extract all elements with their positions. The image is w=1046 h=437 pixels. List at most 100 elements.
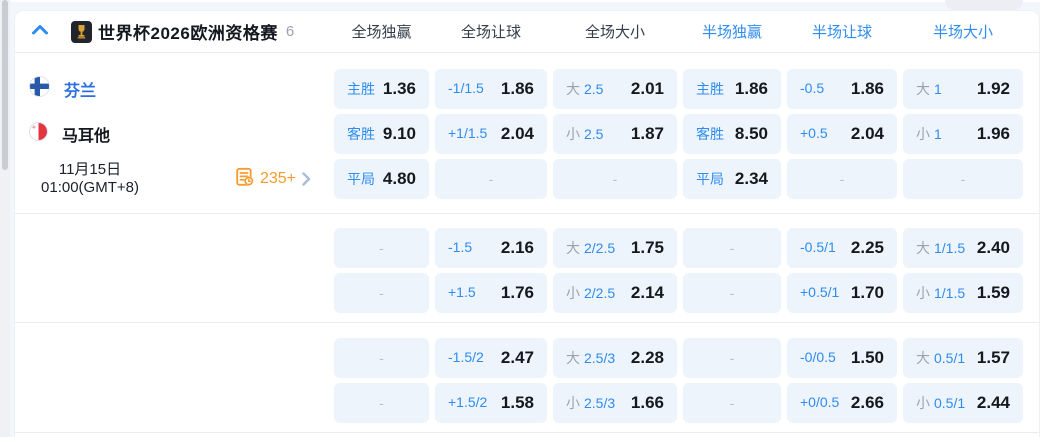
odds-cell-empty: - <box>553 159 677 199</box>
odds-cell[interactable]: 主胜 1.86 <box>683 69 781 109</box>
selection-label: 平局 <box>347 171 375 187</box>
away-team-name: 马耳他 <box>62 128 111 145</box>
chevron-up-icon <box>31 23 49 41</box>
odds-cell-empty: - <box>334 383 429 423</box>
home-team-row[interactable]: 芬兰 <box>15 69 334 109</box>
line-value: 1 <box>934 126 942 142</box>
odds-cell[interactable]: 大 2.5/3 2.28 <box>553 338 677 378</box>
odds-cell-empty: - <box>334 338 429 378</box>
odds-cell[interactable]: 小 2.5 1.87 <box>553 114 677 154</box>
odds-cell[interactable]: 小 1/1.5 1.59 <box>903 273 1023 313</box>
odds-cell[interactable]: 小 0.5/1 2.44 <box>903 383 1023 423</box>
away-team-row[interactable]: 马耳他 <box>15 114 334 154</box>
odds-value: 1.57 <box>976 348 1010 367</box>
over-under-side: 大 <box>916 350 930 366</box>
odds-value: 2.34 <box>734 169 768 188</box>
line-value: 1 <box>934 81 942 97</box>
odds-cell-empty: - <box>334 273 429 313</box>
selection-label: +0.5 <box>800 125 828 141</box>
previous-card-pill <box>945 0 1023 10</box>
odds-cell[interactable]: 大 2.5 2.01 <box>553 69 677 109</box>
match-count-badge: 6 <box>285 23 295 40</box>
odds-cell[interactable]: 平局 4.80 <box>334 159 429 199</box>
over-under-side: 大 <box>566 240 580 256</box>
odds-cell[interactable]: -1/1.5 1.86 <box>435 69 547 109</box>
league-title: 世界杯2026欧洲资格赛 <box>98 24 278 43</box>
league-card: 世界杯2026欧洲资格赛 6 全场独赢 全场让球 全场大小 半场独赢 半场让球 半场大小 <box>14 10 1040 437</box>
market-tabs <box>128 433 601 437</box>
over-under-side: 大 <box>916 81 930 97</box>
odds-section-alt-lines-2: - -1.5/2 2.47 大 2.5/3 2.28- -0/0.5 1.50 大 0.5/1 1.… <box>15 323 1039 432</box>
odds-cell[interactable]: 小 1 1.96 <box>903 114 1023 154</box>
odds-value: 2.04 <box>850 124 884 143</box>
vertical-scrollbar[interactable] <box>0 0 10 437</box>
odds-cell[interactable]: +1.5/2 1.58 <box>435 383 547 423</box>
selection-label: -0.5/1 <box>800 239 836 255</box>
section-divider <box>15 432 1039 433</box>
line-value: 1/1.5 <box>934 240 966 256</box>
selection-label: +1/1.5 <box>448 125 488 141</box>
odds-section-alt-lines-1: - -1.5 2.16 大 2/2.5 1.75- -0.5/1 2.25 大 1/1.5 2.40… <box>15 214 1039 322</box>
over-under-side: 小 <box>916 126 930 142</box>
odds-value: 4.80 <box>382 169 416 188</box>
selection-label: +0.5/1 <box>800 284 840 300</box>
selection-label: -1/1.5 <box>448 80 484 96</box>
odds-cell[interactable]: 平局 2.34 <box>683 159 781 199</box>
line-value: 2/2.5 <box>584 285 616 301</box>
odds-value: 1.86 <box>734 79 768 98</box>
league-info: 世界杯2026欧洲资格赛 6 <box>15 19 334 44</box>
odds-cell[interactable]: +0.5/1 1.70 <box>787 273 897 313</box>
selection-label: -1.5/2 <box>448 349 484 365</box>
odds-row: - +1.5/2 1.58 小 2.5/3 1.66- +0/0.5 2.66 小 0.5/1 2.… <box>334 383 1039 423</box>
collapse-button[interactable] <box>31 23 49 41</box>
scrollbar-thumb[interactable] <box>2 0 8 170</box>
line-value: 0.5/1 <box>934 395 966 411</box>
odds-cell[interactable]: 小 2/2.5 2.14 <box>553 273 677 313</box>
column-header: 半场独赢 <box>701 24 762 41</box>
odds-cell[interactable]: 主胜 1.36 <box>334 69 429 109</box>
odds-cell-empty: - <box>683 338 781 378</box>
odds-cell-empty: - <box>683 273 781 313</box>
markets-list-icon <box>235 167 255 192</box>
section-divider <box>15 322 1039 323</box>
odds-cell[interactable]: -0.5/1 2.25 <box>787 228 897 268</box>
odds-cell[interactable]: +0.5 2.04 <box>787 114 897 154</box>
odds-cell[interactable]: 客胜 8.50 <box>683 114 781 154</box>
markets-count: 235+ <box>259 170 296 187</box>
odds-cell[interactable]: -0/0.5 1.50 <box>787 338 897 378</box>
odds-value: 1.86 <box>500 79 534 98</box>
odds-cell[interactable]: 小 2.5/3 1.66 <box>553 383 677 423</box>
odds-value: 2.04 <box>500 124 534 143</box>
line-value: 2.5 <box>584 126 604 142</box>
odds-value: 2.44 <box>976 393 1010 412</box>
odds-cell[interactable]: 大 1 1.92 <box>903 69 1023 109</box>
over-under-side: 小 <box>566 285 580 301</box>
match-info: 芬兰 马耳他 <box>15 69 334 199</box>
odds-cell[interactable]: -1.5/2 2.47 <box>435 338 547 378</box>
odds-cell[interactable]: +1.5 1.76 <box>435 273 547 313</box>
selection-label: -1.5 <box>448 239 473 255</box>
odds-cell[interactable]: 大 0.5/1 1.57 <box>903 338 1023 378</box>
more-markets-link[interactable]: 235+ <box>235 167 311 192</box>
odds-cell[interactable]: +1/1.5 2.04 <box>435 114 547 154</box>
column-header: 全场独赢 <box>351 24 412 41</box>
home-team-name: 芬兰 <box>64 83 97 100</box>
match-meta-row: 11月15日 01:00(GMT+8) <box>15 159 334 199</box>
odds-row: - -1.5 2.16 大 2/2.5 1.75- -0.5/1 2.25 大 1/1.5 2.40 <box>334 228 1039 268</box>
odds-cell[interactable]: -1.5 2.16 <box>435 228 547 268</box>
line-value: 0.5/1 <box>934 350 966 366</box>
odds-value: 1.86 <box>850 79 884 98</box>
odds-cell[interactable]: 大 1/1.5 2.40 <box>903 228 1023 268</box>
odds-row: - -1.5/2 2.47 大 2.5/3 2.28- -0/0.5 1.50 大 0.5/1 1.… <box>334 338 1039 378</box>
odds-cell[interactable]: 大 2/2.5 1.75 <box>553 228 677 268</box>
odds-value: 2.25 <box>850 238 884 257</box>
over-under-side: 大 <box>566 350 580 366</box>
line-value: 2/2.5 <box>584 240 616 256</box>
line-value: 2.5 <box>584 81 604 97</box>
odds-cell[interactable]: 客胜 9.10 <box>334 114 429 154</box>
odds-value: 1.96 <box>976 124 1010 143</box>
odds-row: 客胜 9.10 +1/1.5 2.04 小 2.5 1.87 客胜 8.50 +0.5 2.04 小 1… <box>334 114 1039 154</box>
odds-cell[interactable]: +0/0.5 2.66 <box>787 383 897 423</box>
selection-label: -0.5 <box>800 80 825 96</box>
odds-cell[interactable]: -0.5 1.86 <box>787 69 897 109</box>
